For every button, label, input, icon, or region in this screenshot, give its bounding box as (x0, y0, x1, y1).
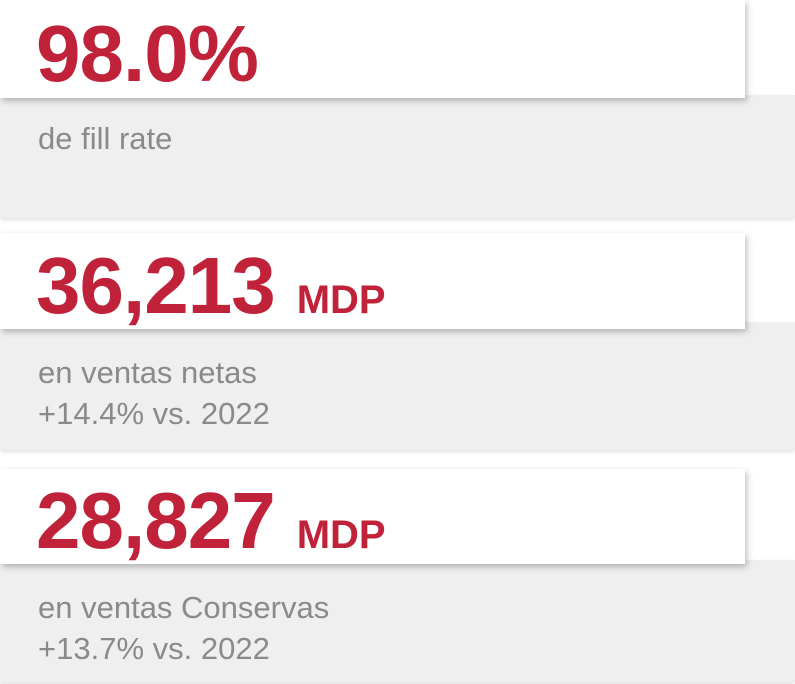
description: en ventas Conservas +13.7% vs. 2022 (38, 587, 329, 669)
value: 28,827 MDP (36, 481, 386, 561)
description-line: en ventas netas (38, 355, 257, 390)
value: 98.0% (36, 9, 259, 98)
value-number: 28,827 (36, 476, 276, 565)
description: en ventas netas +14.4% vs. 2022 (38, 352, 270, 434)
card-body (0, 95, 795, 218)
value-unit: MDP (296, 513, 386, 557)
description-line: +13.7% vs. 2022 (38, 631, 270, 666)
description-line: en ventas Conservas (38, 590, 330, 625)
card-head (0, 0, 745, 98)
description: de fill rate (38, 118, 172, 159)
value: 36,213 MDP (36, 246, 386, 326)
value-unit: MDP (296, 278, 386, 322)
card-body (0, 322, 795, 450)
card-body (0, 560, 795, 682)
description-line: de fill rate (38, 121, 173, 156)
card-head (0, 233, 745, 329)
value-number: 36,213 (36, 241, 276, 330)
card-head (0, 469, 745, 564)
description-line: +14.4% vs. 2022 (38, 396, 270, 431)
